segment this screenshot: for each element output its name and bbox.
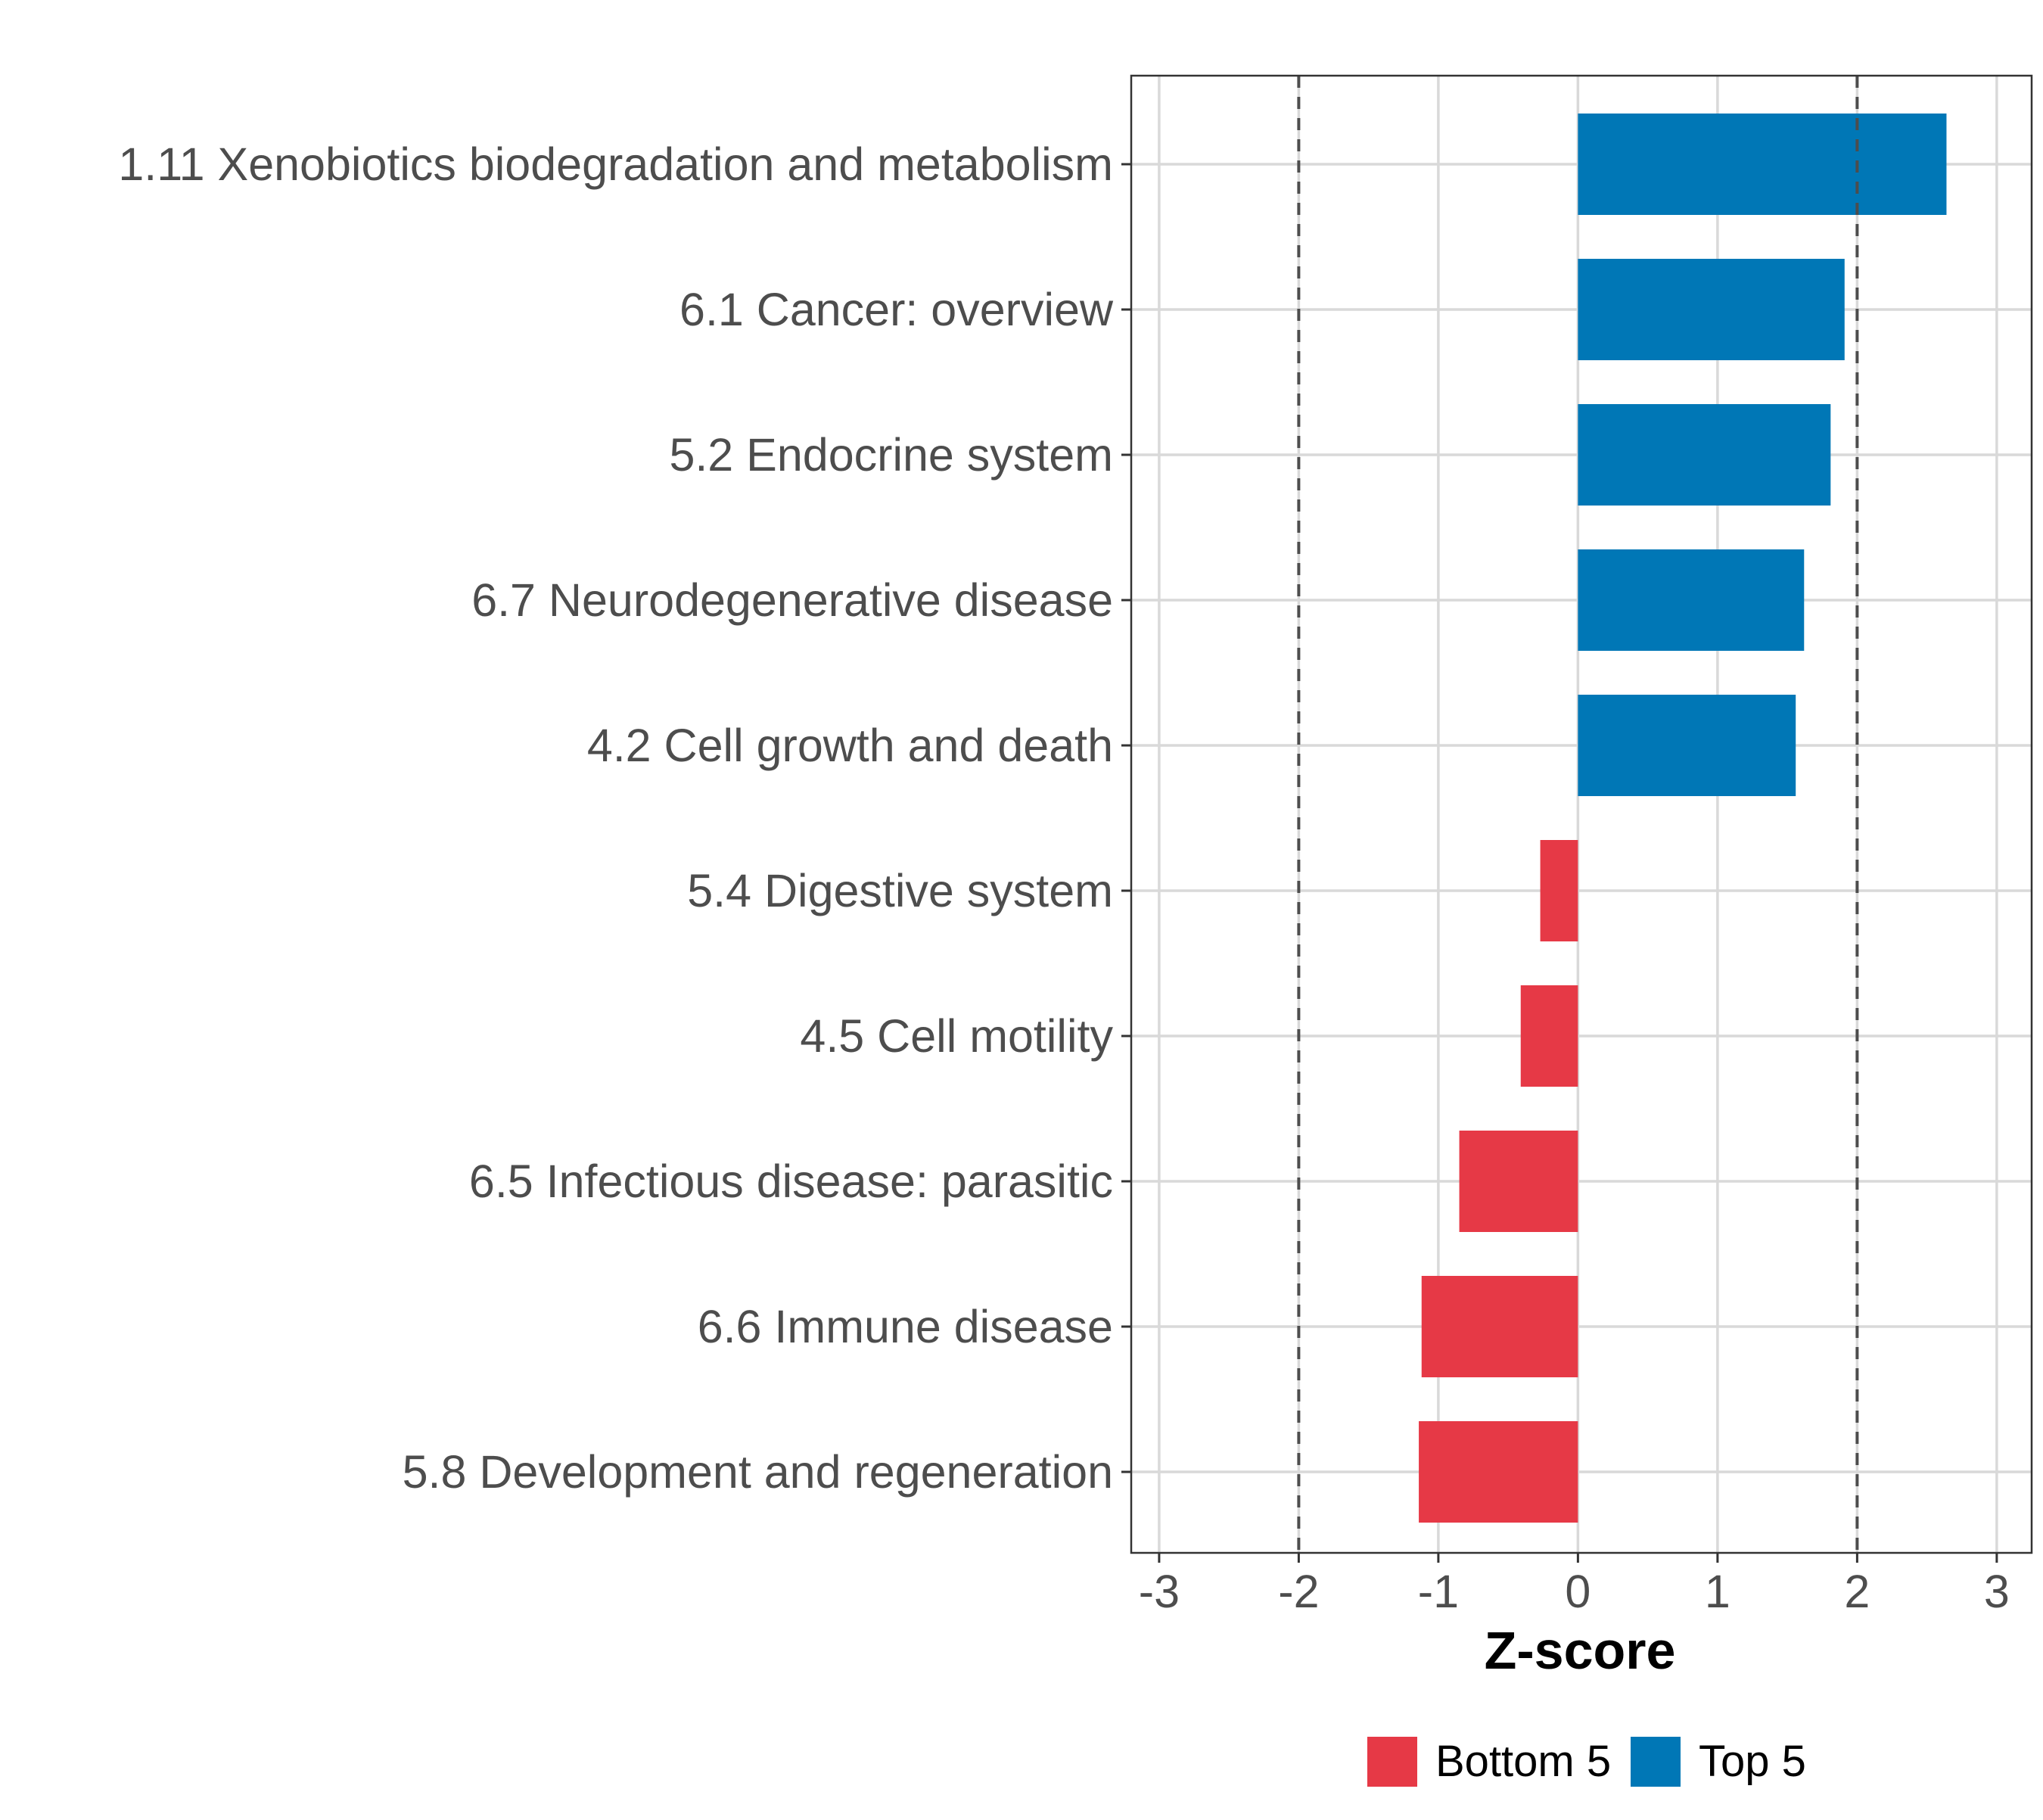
category-label: 5.2 Endocrine system: [669, 429, 1113, 481]
bar-layer: [1419, 114, 1947, 1523]
x-tick-label: 1: [1705, 1566, 1730, 1617]
legend-label: Bottom 5: [1435, 1737, 1611, 1786]
category-label: 6.7 Neurodegenerative disease: [471, 574, 1113, 626]
x-tick-label: -2: [1278, 1566, 1319, 1617]
bar: [1578, 695, 1796, 796]
bar: [1459, 1131, 1578, 1232]
category-label: 5.8 Development and regeneration: [403, 1446, 1113, 1498]
bar: [1578, 549, 1805, 651]
bar: [1419, 1421, 1578, 1523]
x-tick-label: -1: [1418, 1566, 1459, 1617]
x-tick-label: 2: [1844, 1566, 1870, 1617]
y-axis: 1.11 Xenobiotics biodegradation and meta…: [118, 138, 1131, 1498]
x-axis: -3 -2 -1 0 1 2 3: [1139, 1553, 2010, 1617]
bar: [1578, 114, 1947, 215]
legend-label: Top 5: [1699, 1737, 1806, 1786]
category-label: 4.2 Cell growth and death: [587, 720, 1113, 771]
legend-swatch: [1631, 1737, 1681, 1787]
bar: [1540, 840, 1578, 941]
category-label: 6.5 Infectious disease: parasitic: [469, 1156, 1113, 1207]
category-label: 6.1 Cancer: overview: [679, 284, 1114, 335]
x-tick-label: 0: [1565, 1566, 1591, 1617]
x-tick-label: -3: [1139, 1566, 1180, 1617]
reference-line-layer: [1297, 76, 1859, 1553]
category-label: 6.6 Immune disease: [698, 1301, 1113, 1352]
x-axis-title: Z-score: [1485, 1621, 1676, 1680]
bar: [1578, 404, 1831, 506]
category-label: 1.11 Xenobiotics biodegradation and meta…: [118, 138, 1113, 190]
category-label: 5.4 Digestive system: [687, 865, 1113, 916]
grid-layer: [1131, 76, 2032, 1553]
legend-swatch: [1367, 1737, 1417, 1787]
panel-border: [1130, 74, 2033, 1554]
x-tick-label: 3: [1984, 1566, 2010, 1617]
bar: [1520, 985, 1578, 1087]
legend-item: Top 5: [1631, 1737, 1806, 1787]
bar: [1578, 259, 1845, 360]
category-label: 4.5 Cell motility: [800, 1010, 1113, 1062]
legend: Bottom 5 Top 5: [1367, 1737, 1806, 1787]
bar: [1421, 1276, 1578, 1377]
legend-item: Bottom 5: [1367, 1737, 1611, 1787]
